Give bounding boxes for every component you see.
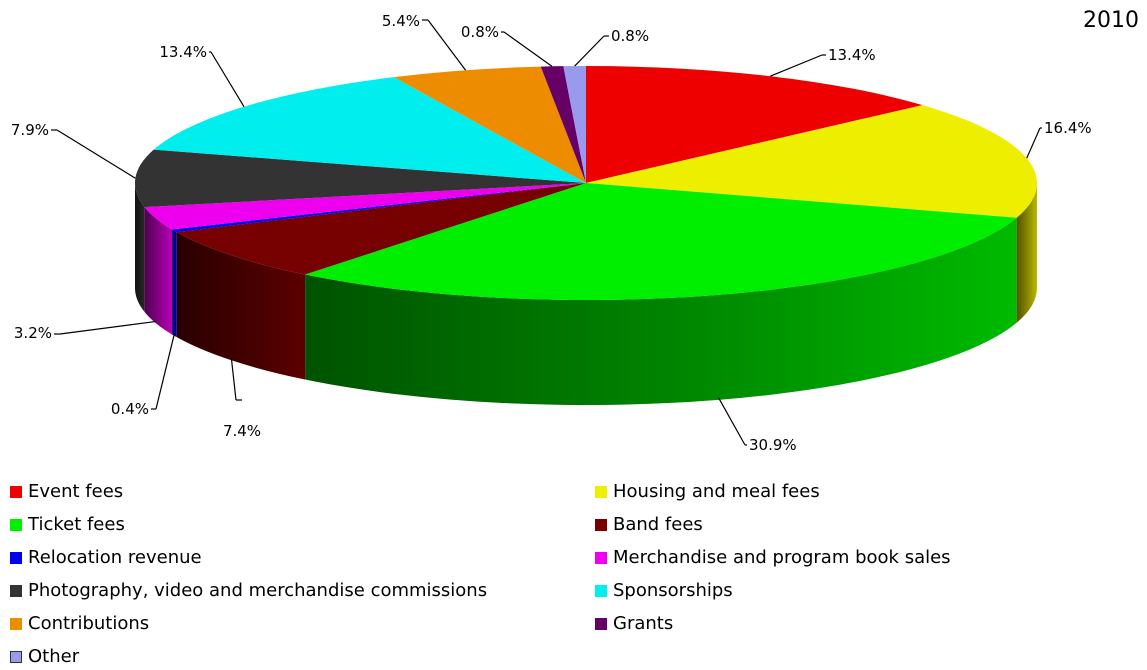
chart-legend: Event fees Housing and meal fees Ticket fe…: [10, 480, 1140, 668]
leader-line-housing-and-meal-fees: [1026, 127, 1041, 159]
legend-label: Contributions: [28, 613, 150, 634]
legend-swatch: [595, 617, 607, 630]
data-label-ticket-fees: 30.9%: [749, 436, 797, 454]
legend-label: Event fees: [28, 481, 124, 502]
legend-item-ticket-fees: Ticket fees: [10, 513, 595, 536]
legend-item-sponsorships: Sponsorships: [595, 579, 1135, 602]
legend-label: Other: [28, 646, 80, 667]
legend-swatch: [10, 584, 22, 597]
data-label-grants: 0.8%: [461, 23, 499, 41]
legend-item-grants: Grants: [595, 612, 1135, 635]
legend-swatch: [10, 518, 22, 531]
legend-item-band-fees: Band fees: [595, 513, 1135, 536]
legend-swatch: [595, 485, 607, 498]
leader-line-other: [574, 35, 605, 67]
legend-item-contributions: Contributions: [10, 612, 595, 635]
data-label-relocation-revenue: 0.4%: [111, 400, 149, 418]
legend-swatch: [10, 650, 22, 663]
data-label-other: 0.8%: [611, 27, 649, 45]
leader-line-photography-video-and-merchandise-commissions: [56, 129, 136, 179]
legend-swatch: [595, 518, 607, 531]
pie-side-housing-and-meal-fees: [1016, 183, 1037, 323]
legend-label: Grants: [613, 613, 674, 634]
pie-slice-grants: [540, 66, 586, 183]
leader-line-event-fees: [770, 54, 823, 77]
legend-swatch: [595, 584, 607, 597]
chart-title: 2010: [1083, 8, 1139, 33]
legend-empty: [595, 645, 1135, 668]
pie-side-band-fees: [176, 232, 306, 380]
legend-label: Housing and meal fees: [613, 481, 820, 502]
pie-slice-merchandise-and-program-book-sales: [144, 183, 586, 230]
legend-swatch: [10, 617, 22, 630]
leader-line-grants: [503, 31, 553, 67]
legend-item-relocation-revenue: Relocation revenue: [10, 546, 595, 569]
pie-side-merchandise-and-program-book-sales: [144, 207, 173, 335]
pie-slice-relocation-revenue: [172, 183, 587, 233]
data-label-merchandise-and-program-book-sales: 3.2%: [14, 324, 52, 342]
legend-label: Band fees: [613, 514, 703, 535]
leader-line-band-fees: [230, 358, 237, 401]
leader-line-relocation-revenue: [155, 333, 175, 410]
pie-slice-event-fees: [586, 66, 923, 183]
legend-item-photography-video-and-merchandise-commissions: Photography, video and merchandise commi…: [10, 579, 595, 602]
pie-chart-3d: 13.4% 16.4% 30.9% 7.4% 0.4% 3.2% 7.9% 13.4% 5.4%…: [11, 12, 1092, 454]
leader-line-contributions: [427, 19, 467, 71]
legend-item-housing-and-meal-fees: Housing and meal fees: [595, 480, 1135, 503]
pie-slice-band-fees: [176, 183, 586, 275]
pie-slice-ticket-fees: [305, 183, 1017, 300]
leader-line-merchandise-and-program-book-sales: [59, 320, 157, 335]
legend-label: Ticket fees: [28, 514, 125, 535]
legend-label: Photography, video and merchandise commi…: [28, 580, 488, 601]
pie-slice-other: [563, 66, 586, 183]
pie-slice-photography-video-and-merchandise-commissions: [134, 149, 586, 208]
legend-swatch: [595, 551, 607, 564]
legend-label: Sponsorships: [613, 580, 733, 601]
data-label-contributions: 5.4%: [382, 12, 420, 30]
legend-item-merchandise-and-program-book-sales: Merchandise and program book sales: [595, 546, 1135, 569]
pie-slice-housing-and-meal-fees: [586, 105, 1037, 218]
data-label-event-fees: 13.4%: [828, 46, 876, 64]
legend-item-event-fees: Event fees: [10, 480, 595, 503]
pie-slice-contributions: [393, 66, 586, 183]
legend-swatch: [10, 551, 22, 564]
data-label-photography-video-and-merchandise-commissions: 7.9%: [11, 121, 49, 139]
pie-side-photography-video-and-merchandise-commissions: [135, 183, 145, 313]
legend-item-other: Other: [10, 645, 595, 668]
pie-side-ticket-fees: [305, 217, 1017, 406]
data-label-housing-and-meal-fees: 16.4%: [1044, 119, 1092, 137]
legend-label: Relocation revenue: [28, 547, 202, 568]
data-label-band-fees: 7.4%: [223, 422, 261, 440]
pie-side-relocation-revenue: [172, 229, 177, 338]
legend-swatch: [10, 485, 22, 498]
legend-label: Merchandise and program book sales: [613, 547, 951, 568]
leader-line-ticket-fees: [718, 397, 746, 446]
pie-slice-sponsorships: [153, 77, 587, 183]
data-label-sponsorships: 13.4%: [159, 43, 207, 61]
leader-line-sponsorships: [210, 51, 245, 108]
